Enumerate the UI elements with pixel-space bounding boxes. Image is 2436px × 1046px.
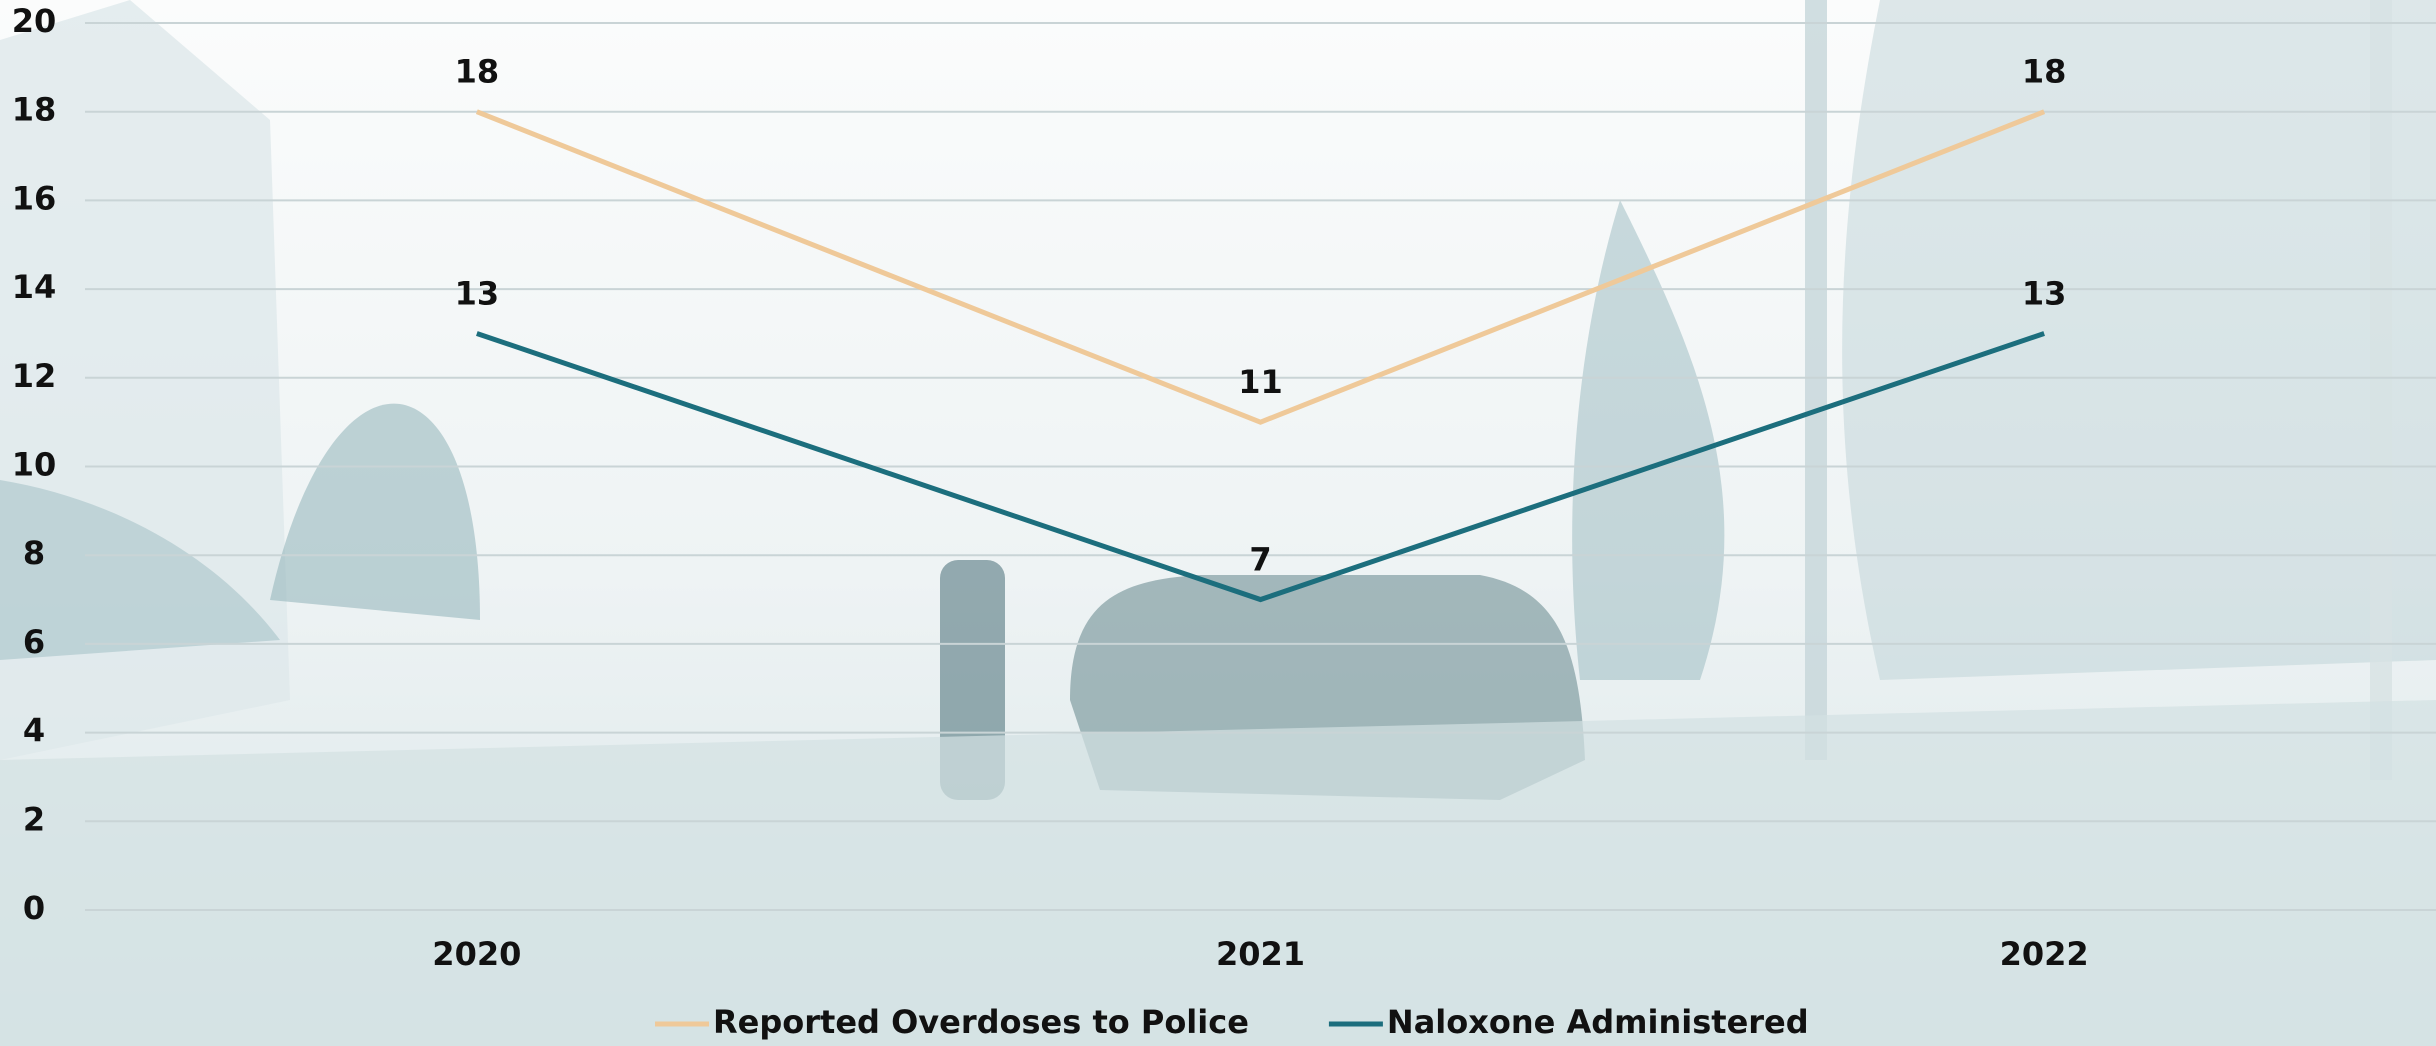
data-label: 13: [2022, 274, 2067, 312]
x-tick-label: 2022: [2000, 935, 2089, 973]
series-line: [475, 109, 2046, 425]
legend-label: Reported Overdoses to Police: [713, 1003, 1249, 1041]
y-tick-label: 0: [23, 889, 45, 927]
x-tick-label: 2021: [1216, 935, 1305, 973]
data-label: 18: [2022, 53, 2067, 91]
y-tick-label: 8: [23, 534, 45, 572]
y-tick-label: 16: [12, 179, 57, 217]
y-tick-label: 4: [23, 712, 45, 750]
y-tick-label: 6: [23, 623, 45, 661]
data-label: 13: [455, 274, 500, 312]
x-tick-label: 2020: [432, 935, 521, 973]
series-line: [476, 331, 2045, 603]
data-label: 11: [1238, 363, 1283, 401]
y-tick-label: 10: [12, 446, 57, 484]
y-tick-label: 20: [12, 2, 57, 40]
legend-label: Naloxone Administered: [1387, 1003, 1809, 1041]
y-tick-label: 18: [12, 91, 57, 129]
data-label: 7: [1249, 541, 1271, 579]
y-tick-label: 2: [23, 800, 45, 838]
y-tick-label: 12: [12, 357, 57, 395]
data-label: 18: [455, 53, 500, 91]
y-tick-label: 14: [12, 268, 57, 306]
